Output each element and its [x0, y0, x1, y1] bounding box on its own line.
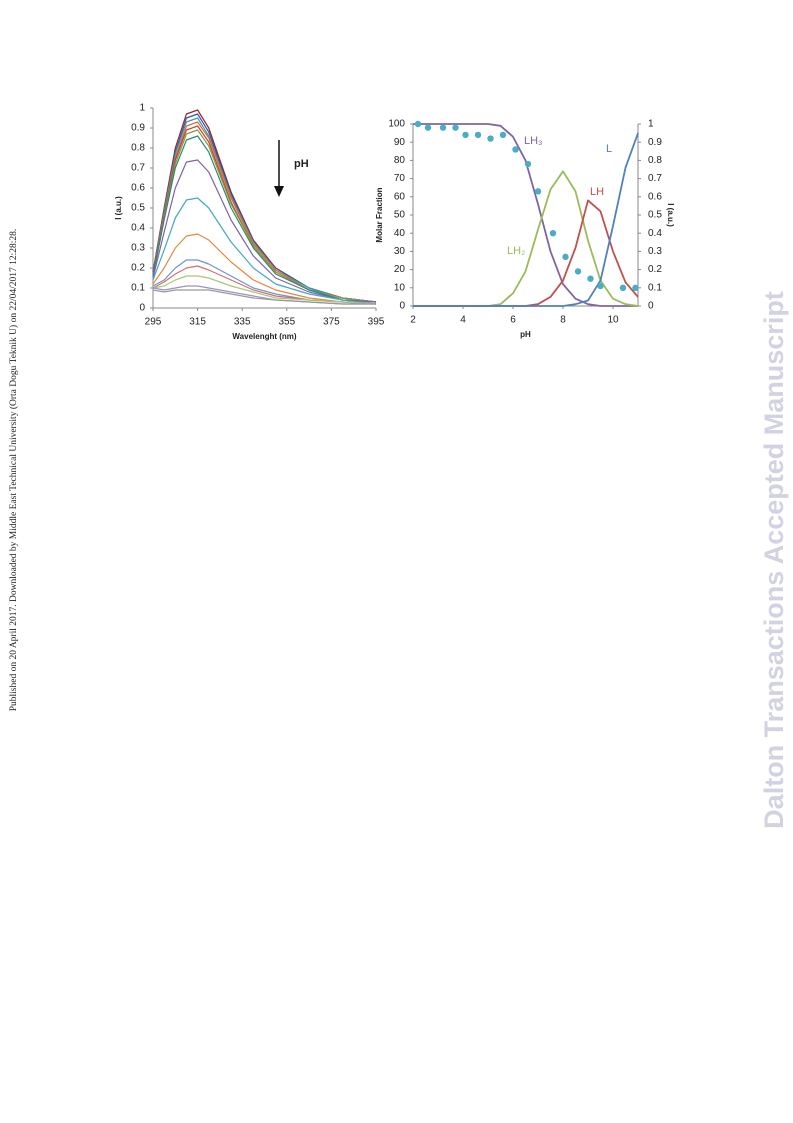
y-tick-label: 1 — [139, 103, 145, 114]
y2-tick-label: 0.1 — [648, 282, 662, 293]
series-line — [152, 159, 377, 303]
y-tick-label: 0.7 — [131, 163, 145, 174]
data-point — [512, 146, 519, 153]
series-label: L — [606, 143, 612, 155]
series-line — [152, 289, 376, 305]
series-line — [413, 132, 639, 307]
y-tick-label: 0 — [139, 303, 145, 314]
x-tick-label: 295 — [145, 317, 162, 328]
side-note: Published on 20 April 2017. Downloaded b… — [8, 229, 19, 712]
data-point — [439, 124, 447, 131]
y-tick-label: 0.5 — [131, 203, 145, 214]
x-tick-label: 4 — [460, 315, 466, 326]
data-point — [562, 253, 569, 261]
data-point — [414, 120, 422, 128]
series-line — [152, 117, 377, 303]
series-line — [413, 123, 638, 307]
data-point — [462, 131, 469, 139]
x-axis-label: pH — [520, 330, 531, 339]
y2-tick-label: 0.8 — [648, 155, 662, 166]
series-line — [152, 113, 377, 303]
y-tick-label: 50 — [394, 210, 406, 221]
y-tick-label: 90 — [394, 137, 406, 148]
y-tick-label: 80 — [394, 155, 406, 166]
series-line — [152, 109, 377, 303]
x-axis-label: Wavelenght (nm) — [232, 332, 296, 341]
y-tick-label: 0.1 — [131, 283, 145, 294]
data-point — [632, 284, 639, 291]
series-line — [413, 170, 639, 307]
y-axis-label: I (a.u.) — [114, 196, 123, 220]
x-tick-label: 6 — [510, 315, 516, 326]
series-line — [152, 135, 377, 303]
data-point — [597, 282, 604, 290]
x-tick-label: 8 — [560, 315, 566, 326]
y2-tick-label: 0.7 — [648, 173, 662, 184]
y2-tick-label: 0.3 — [648, 246, 662, 257]
x-tick-label: 335 — [234, 317, 251, 328]
x-tick-label: 355 — [278, 317, 295, 328]
series-line — [152, 121, 377, 303]
data-point — [452, 124, 459, 131]
data-point — [534, 188, 542, 195]
arrow-head — [274, 186, 284, 197]
y-tick-label: 0.3 — [131, 243, 145, 254]
x-tick-label: 375 — [323, 317, 340, 328]
y2-tick-label: 0.9 — [648, 137, 662, 148]
series-line — [413, 199, 639, 307]
y-tick-label: 30 — [394, 246, 406, 257]
y-tick-label: 0.6 — [131, 183, 145, 194]
y2-tick-label: 0.2 — [648, 264, 662, 275]
y-tick-label: 0.9 — [131, 123, 145, 134]
y-tick-label: 0 — [399, 301, 405, 312]
x-tick-label: 2 — [410, 315, 416, 326]
x-tick-label: 10 — [607, 315, 619, 326]
y-tick-label: 0.2 — [131, 263, 145, 274]
y2-axis-label: I (a.u.) — [666, 203, 675, 227]
series-label: LH₃ — [524, 135, 543, 147]
data-point — [574, 268, 582, 275]
data-point — [587, 275, 594, 282]
watermark: Dalton Transactions Accepted Manuscript — [759, 291, 789, 829]
data-point — [549, 230, 557, 237]
y2-tick-label: 0 — [648, 301, 654, 312]
data-point — [424, 124, 432, 131]
series-line — [152, 275, 377, 305]
data-point — [474, 131, 482, 139]
annotation: pH — [294, 158, 309, 170]
series-label: LH₂ — [507, 245, 525, 257]
y2-tick-label: 0.5 — [648, 210, 662, 221]
y-tick-label: 10 — [394, 282, 406, 293]
y-tick-label: 20 — [394, 264, 406, 275]
data-point — [524, 160, 532, 168]
y2-tick-label: 0.6 — [648, 191, 662, 202]
series-line — [152, 233, 377, 305]
y-tick-label: 40 — [394, 228, 406, 239]
y-tick-label: 70 — [394, 173, 406, 184]
series-line — [152, 197, 377, 305]
series-label: LH — [590, 186, 604, 198]
y2-tick-label: 0.4 — [648, 228, 662, 239]
x-tick-label: 315 — [189, 317, 206, 328]
y-tick-label: 0.8 — [131, 143, 145, 154]
y-tick-label: 100 — [388, 119, 405, 130]
data-point — [487, 135, 494, 142]
y-tick-label: 0.4 — [131, 223, 145, 234]
data-point — [499, 131, 507, 139]
y2-tick-label: 1 — [648, 119, 654, 130]
y-tick-label: 60 — [394, 191, 406, 202]
y-axis-label: Molar Fraction — [375, 187, 384, 242]
x-tick-label: 395 — [368, 317, 385, 328]
data-point — [619, 284, 627, 291]
